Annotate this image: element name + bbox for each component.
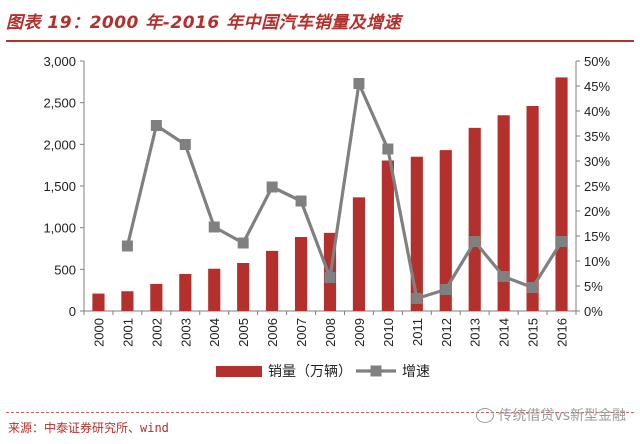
legend-line-marker <box>370 365 382 377</box>
sales-bar <box>237 263 250 311</box>
x-tick-label: 2006 <box>265 318 280 347</box>
sales-bar <box>410 156 423 311</box>
growth-marker <box>237 237 249 249</box>
sales-bar <box>468 127 481 311</box>
left-tick-label: 1,000 <box>43 221 76 236</box>
x-tick-label: 2014 <box>497 318 512 347</box>
right-tick-label: 20% <box>584 204 610 219</box>
watermark: 传统借贷vs新型金融 <box>476 405 626 425</box>
sales-bar <box>439 150 452 311</box>
x-tick-label: 2016 <box>555 318 570 347</box>
x-tick-label: 2002 <box>149 318 164 347</box>
left-tick-label: 2,500 <box>43 96 76 111</box>
sales-bar <box>179 274 192 311</box>
growth-marker <box>556 236 568 247</box>
left-tick-label: 0 <box>69 304 76 319</box>
growth-marker <box>121 240 133 252</box>
source-note: 来源：中泰证券研究所、wind <box>8 421 169 435</box>
right-tick-label: 35% <box>584 129 610 144</box>
x-tick-label: 2009 <box>352 318 367 347</box>
sales-bar <box>266 250 279 311</box>
right-tick-label: 25% <box>584 179 610 194</box>
right-tick-label: 30% <box>584 154 610 169</box>
sales-bar <box>121 291 134 311</box>
growth-marker <box>150 120 162 131</box>
right-tick-label: 10% <box>584 254 610 269</box>
right-tick-label: 40% <box>584 104 610 119</box>
growth-marker <box>527 282 539 293</box>
x-tick-label: 2011 <box>410 318 425 346</box>
x-tick-label: 2000 <box>91 318 106 347</box>
chart-title: 图表 19：2000 年-2016 年中国汽车销量及增速 <box>6 13 402 33</box>
growth-marker <box>440 284 452 295</box>
sales-bar <box>555 77 568 311</box>
x-tick-label: 2008 <box>323 318 338 347</box>
x-tick-label: 2007 <box>294 318 309 347</box>
growth-marker <box>179 139 191 150</box>
sales-bar <box>150 283 163 311</box>
growth-marker <box>208 221 220 233</box>
title-divider <box>6 40 634 42</box>
growth-marker <box>382 143 394 155</box>
growth-marker <box>498 271 510 282</box>
watermark-text: 传统借贷vs新型金融 <box>498 408 626 424</box>
growth-marker <box>469 236 481 247</box>
growth-marker <box>266 181 278 193</box>
growth-line <box>125 81 563 301</box>
x-tick-label: 2003 <box>178 318 193 347</box>
x-tick-label: 2010 <box>381 318 396 347</box>
left-tick-label: 3,000 <box>43 54 76 69</box>
sales-growth-chart: 0 500 1,000 1,500 2,000 2,500 3,000 0% 5% 10% 15% 2… <box>43 54 610 380</box>
x-tick-label: 2015 <box>526 318 541 347</box>
right-tick-label: 15% <box>584 229 610 244</box>
wechat-icon <box>476 407 495 423</box>
sales-bar <box>208 268 221 311</box>
sales-bar <box>352 197 366 311</box>
x-tick-label: 2004 <box>207 318 222 347</box>
sales-bar <box>294 237 308 311</box>
right-tick-label: 50% <box>584 54 610 69</box>
left-tick-label: 500 <box>54 262 76 277</box>
x-tick-label: 2013 <box>468 318 483 347</box>
left-tick-label: 2,000 <box>43 137 76 152</box>
x-tick-label: 2005 <box>236 318 251 347</box>
legend-line-label: 增速 <box>402 364 430 380</box>
source-divider <box>6 412 634 413</box>
left-tick-label: 1,500 <box>43 179 76 194</box>
sales-bar <box>526 106 539 311</box>
growth-marker <box>411 293 423 304</box>
right-tick-label: 5% <box>584 279 603 294</box>
legend-bar-swatch <box>216 366 262 377</box>
x-tick-label: 2001 <box>120 318 135 347</box>
growth-marker <box>295 195 307 207</box>
right-tick-label: 45% <box>584 79 610 94</box>
sales-bar <box>381 160 394 311</box>
sales-bar <box>497 115 510 311</box>
legend-bar-label: 销量（万辆） <box>268 364 352 380</box>
right-tick-label: 0% <box>584 304 603 319</box>
growth-marker <box>324 272 336 283</box>
x-tick-label: 2012 <box>439 318 454 347</box>
sales-bar <box>92 293 105 311</box>
growth-marker <box>353 78 365 89</box>
